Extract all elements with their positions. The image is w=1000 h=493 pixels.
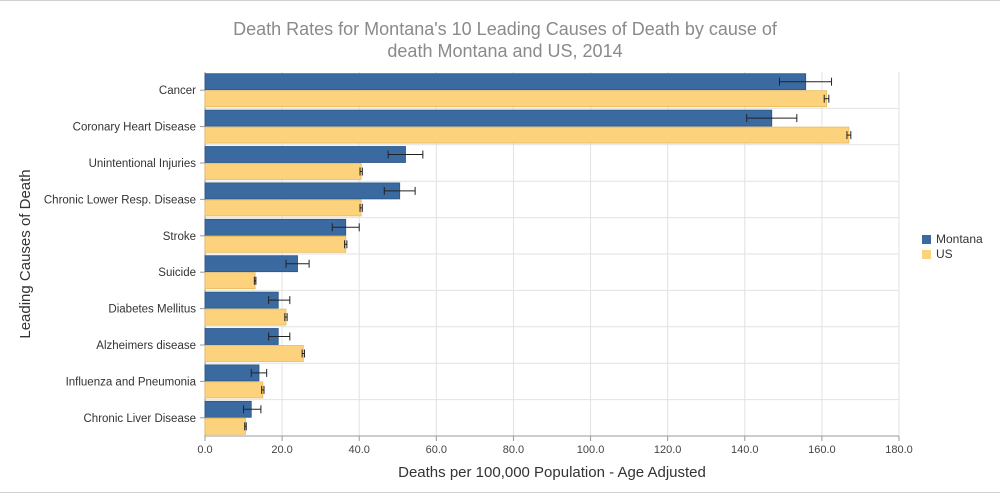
y-axis-title: Leading Causes of Death bbox=[17, 169, 34, 338]
x-axis-title: Deaths per 100,000 Population - Age Adju… bbox=[398, 464, 706, 481]
bar-montana bbox=[204, 73, 807, 91]
bar-us bbox=[204, 235, 347, 253]
x-tick-label: 20.0 bbox=[271, 444, 292, 456]
y-tick-label: Alzheimers disease bbox=[96, 340, 196, 352]
chart-title-line-2: death Montana and US, 2014 bbox=[387, 41, 623, 61]
y-tick-label: Stroke bbox=[163, 231, 196, 243]
legend-item-montana[interactable]: Montana bbox=[922, 232, 983, 246]
legend-label-us: US bbox=[936, 247, 953, 261]
x-tick-label: 0.0 bbox=[197, 444, 212, 456]
bar-us bbox=[204, 381, 264, 399]
bar-us bbox=[204, 199, 362, 217]
x-tick-label: 140.0 bbox=[731, 444, 759, 456]
bar-montana bbox=[204, 255, 298, 273]
y-tick-label: Chronic Lower Resp. Disease bbox=[44, 194, 196, 206]
bar-montana bbox=[204, 109, 773, 127]
x-tick-label: 80.0 bbox=[503, 444, 524, 456]
y-tick-label: Chronic Liver Disease bbox=[84, 413, 197, 425]
y-tick-label: Diabetes Mellitus bbox=[108, 304, 196, 316]
y-tick-label: Suicide bbox=[158, 267, 196, 279]
legend: Montana US bbox=[922, 232, 983, 262]
legend-label-montana: Montana bbox=[936, 232, 983, 246]
bar-us bbox=[204, 417, 246, 435]
bar-montana bbox=[204, 146, 406, 163]
bar-us bbox=[204, 126, 850, 144]
bar-montana bbox=[204, 291, 279, 309]
chart-title-line-1: Death Rates for Montana's 10 Leading Cau… bbox=[233, 19, 777, 39]
x-tick-label: 100.0 bbox=[577, 444, 605, 456]
bar-us bbox=[204, 163, 362, 180]
bar-us bbox=[204, 272, 256, 290]
bar-montana bbox=[204, 218, 347, 236]
bar-us bbox=[204, 308, 287, 326]
bar-montana bbox=[204, 328, 279, 345]
x-tick-label: 40.0 bbox=[349, 444, 370, 456]
bar-montana bbox=[204, 182, 401, 200]
x-tick-label: 160.0 bbox=[808, 444, 836, 456]
legend-item-us[interactable]: US bbox=[922, 247, 983, 261]
y-tick-label: Unintentional Injuries bbox=[89, 158, 197, 170]
y-tick-label: Cancer bbox=[159, 85, 196, 97]
bar-us bbox=[204, 345, 304, 362]
chart-title: Death Rates for Montana's 10 Leading Cau… bbox=[205, 18, 805, 62]
x-tick-label: 180.0 bbox=[885, 444, 913, 456]
x-tick-label: 60.0 bbox=[426, 444, 447, 456]
legend-swatch-us bbox=[922, 249, 931, 259]
bar-us bbox=[204, 90, 827, 108]
legend-swatch-montana bbox=[922, 234, 931, 244]
x-tick-label: 120.0 bbox=[654, 444, 682, 456]
y-tick-label: Coronary Heart Disease bbox=[73, 122, 196, 134]
y-tick-label: Influenza and Pneumonia bbox=[66, 376, 197, 388]
